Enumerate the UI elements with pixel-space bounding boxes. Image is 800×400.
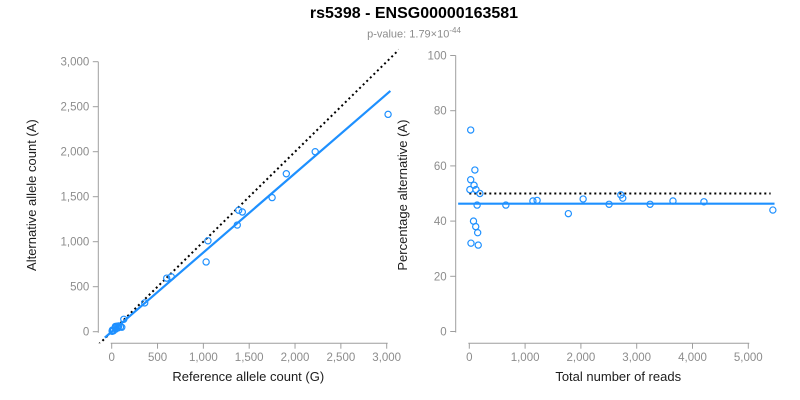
data-point [204,237,212,245]
data-points [466,126,777,249]
x-tick-label: 2,000 [567,352,596,364]
data-point [466,175,475,184]
data-point [471,166,479,174]
x-axis-title: Total number of reads [555,369,681,384]
data-point [472,222,480,231]
data-point [473,201,481,209]
data-point [564,209,573,218]
y-tick-label: 0 [440,327,446,339]
x-tick-label: 2,500 [326,352,355,364]
data-point [233,221,241,229]
x-axis-title: Reference allele count (G) [172,369,324,384]
x-tick-label: 5,000 [734,352,763,364]
y-tick-label: 3,000 [61,57,90,69]
x-tick-label: 3,000 [372,352,401,364]
data-points [108,110,392,335]
p-value-text: p-value: 1.79×10 [367,28,450,41]
data-point [467,239,475,247]
y-tick-label: 500 [70,282,89,294]
identity-line [98,48,399,344]
x-tick-label: 0 [466,352,472,364]
fit-line [104,90,392,339]
data-point [473,228,482,237]
axes [92,61,388,349]
x-tick-label: 1,000 [511,352,540,364]
data-point [118,323,126,331]
data-point [238,208,247,216]
p-value-exponent: -44 [449,26,461,35]
data-point [282,170,291,178]
y-tick-label: 1,500 [61,192,90,204]
data-point [472,185,480,194]
x-tick-label: 0 [108,352,114,364]
x-tick-label: 1,500 [235,352,264,364]
x-tick-label: 2,000 [281,352,310,364]
data-point [502,201,510,209]
data-point [162,274,171,282]
data-point [167,273,175,281]
y-tick-label: 1,000 [61,237,90,249]
p-value-subtitle: p-value: 1.79×10-44 [14,26,800,41]
y-axis-title: Percentage alternative (A) [395,120,410,271]
y-tick-label: 80 [434,106,447,118]
data-point [476,189,484,198]
data-point [384,110,392,119]
data-point [234,206,243,214]
axes [450,55,750,349]
data-point [769,206,777,214]
data-point [466,185,474,194]
data-point [579,195,587,203]
y-axis-title: Alternative allele count (A) [24,119,39,271]
data-point [605,200,613,208]
data-point [268,193,276,202]
x-tick-label: 1,000 [189,352,218,364]
x-tick-label: 500 [148,352,167,364]
percentage-reads-plot: 0 1,000 2,000 3,000 4,000 5,000 0 20 40 60 80 100 To… [395,51,777,384]
y-tick-label: 2,500 [61,102,90,114]
data-point [669,197,677,205]
figure-title: rs5398 - ENSG00000163581 [309,5,519,22]
y-tick-label: 0 [83,327,89,339]
y-tick-label: 2,000 [61,147,90,159]
x-tick-label: 3,000 [622,352,651,364]
data-point [646,200,654,208]
data-point [533,196,541,205]
data-point [120,315,128,323]
data-point [529,197,537,205]
data-point [466,126,475,134]
data-point [470,181,478,189]
data-point [311,147,319,156]
data-point [140,299,149,307]
y-tick-label: 40 [434,216,447,228]
y-tick-label: 60 [434,161,447,173]
data-point [202,258,210,266]
x-tick-label: 4,000 [678,352,707,364]
data-point [700,198,708,206]
y-tick-label: 100 [428,51,447,63]
allele-count-plot: 0 500 1,000 1,500 2,000 2,500 3,000 0 500 1,000 1,… [24,48,401,384]
data-point [619,194,627,202]
y-tick-label: 20 [434,271,447,283]
data-point [474,241,482,249]
